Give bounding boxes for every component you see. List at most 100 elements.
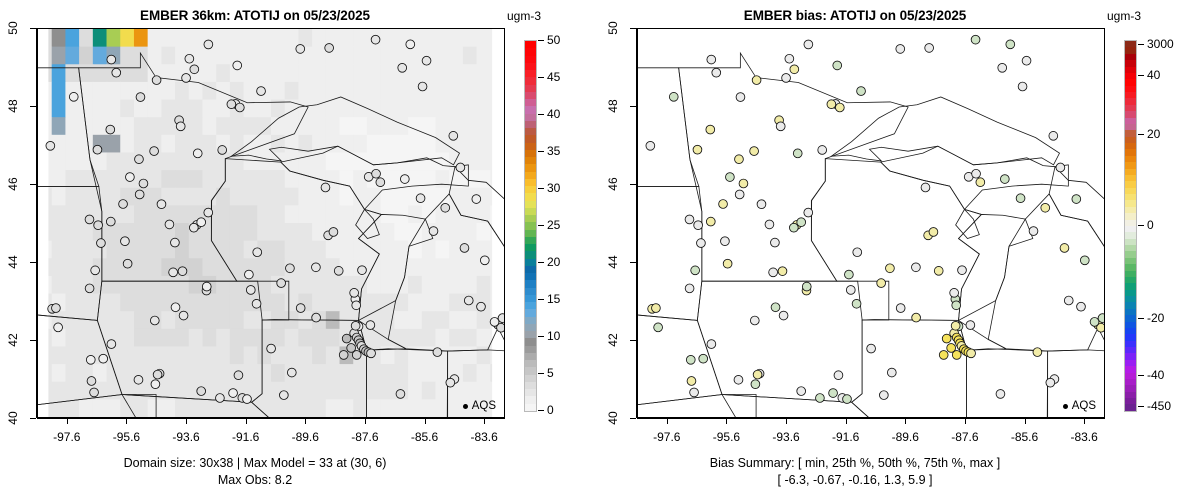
aqs-station-marker[interactable]: [1096, 322, 1104, 333]
aqs-station-marker[interactable]: [134, 154, 144, 165]
aqs-station-marker[interactable]: [328, 227, 339, 237]
aqs-station-marker[interactable]: [770, 237, 780, 248]
aqs-station-marker[interactable]: [815, 393, 825, 403]
aqs-station-marker[interactable]: [405, 39, 416, 50]
aqs-station-marker[interactable]: [370, 34, 381, 45]
aqs-station-marker[interactable]: [645, 140, 656, 151]
aqs-station-marker[interactable]: [151, 75, 162, 85]
aqs-station-marker[interactable]: [365, 320, 376, 330]
aqs-station-marker[interactable]: [949, 288, 959, 298]
aqs-station-marker[interactable]: [244, 269, 254, 280]
aqs-station-marker[interactable]: [295, 303, 306, 313]
aqs-station-marker[interactable]: [835, 102, 845, 113]
aqs-station-marker[interactable]: [885, 263, 895, 274]
aqs-station-marker[interactable]: [120, 236, 130, 247]
aqs-station-marker[interactable]: [1045, 377, 1056, 388]
aqs-station-marker[interactable]: [189, 64, 200, 75]
aqs-station-marker[interactable]: [496, 322, 504, 333]
aqs-station-marker[interactable]: [149, 146, 159, 156]
aqs-station-marker[interactable]: [324, 43, 334, 53]
aqs-station-marker[interactable]: [1000, 174, 1010, 184]
aqs-station-marker[interactable]: [440, 202, 451, 213]
aqs-station-marker[interactable]: [1032, 347, 1043, 357]
aqs-station-marker[interactable]: [201, 281, 212, 292]
aqs-station-marker[interactable]: [725, 172, 735, 182]
aqs-station-marker[interactable]: [311, 262, 321, 273]
aqs-station-marker[interactable]: [252, 247, 263, 258]
aqs-station-marker[interactable]: [366, 348, 376, 359]
aqs-station-marker[interactable]: [668, 92, 679, 102]
aqs-station-marker[interactable]: [497, 313, 504, 323]
aqs-station-marker[interactable]: [150, 379, 161, 389]
aqs-station-marker[interactable]: [232, 60, 243, 71]
aqs-station-marker[interactable]: [341, 333, 352, 344]
aqs-station-marker[interactable]: [400, 174, 410, 184]
aqs-station-marker[interactable]: [445, 377, 456, 388]
aqs-station-marker[interactable]: [933, 266, 944, 276]
aqs-station-marker[interactable]: [287, 367, 297, 378]
aqs-station-marker[interactable]: [781, 73, 791, 83]
aqs-station-marker[interactable]: [1097, 313, 1104, 323]
aqs-station-marker[interactable]: [351, 350, 362, 360]
aqs-station-marker[interactable]: [946, 343, 956, 353]
aqs-station-marker[interactable]: [684, 214, 695, 225]
aqs-station-marker[interactable]: [134, 189, 145, 200]
aqs-station-marker[interactable]: [817, 145, 828, 155]
aqs-station-marker[interactable]: [684, 283, 695, 294]
aqs-station-marker[interactable]: [965, 320, 976, 330]
aqs-station-marker[interactable]: [138, 178, 149, 189]
aqs-station-marker[interactable]: [295, 44, 306, 54]
aqs-station-marker[interactable]: [228, 388, 238, 398]
aqs-station-marker[interactable]: [68, 92, 79, 102]
aqs-station-marker[interactable]: [706, 339, 717, 349]
aqs-station-marker[interactable]: [957, 265, 967, 275]
aqs-station-marker[interactable]: [924, 43, 934, 53]
aqs-station-marker[interactable]: [690, 265, 700, 276]
aqs-station-marker[interactable]: [770, 302, 781, 313]
aqs-station-marker[interactable]: [879, 390, 889, 400]
aqs-station-marker[interactable]: [720, 236, 730, 247]
aqs-station-marker[interactable]: [455, 162, 466, 173]
aqs-station-marker[interactable]: [395, 389, 406, 399]
aqs-station-marker[interactable]: [1048, 131, 1059, 141]
aqs-station-marker[interactable]: [53, 322, 63, 333]
aqs-station-marker[interactable]: [156, 199, 167, 209]
aqs-station-marker[interactable]: [1021, 55, 1032, 66]
aqs-station-marker[interactable]: [866, 343, 876, 354]
aqs-station-marker[interactable]: [764, 219, 775, 230]
aqs-station-marker[interactable]: [733, 374, 744, 385]
aqs-station-marker[interactable]: [971, 168, 981, 179]
aqs-station-marker[interactable]: [122, 258, 133, 269]
aqs-station-marker[interactable]: [833, 370, 844, 381]
aqs-station-marker[interactable]: [351, 300, 362, 311]
aqs-station-marker[interactable]: [711, 67, 722, 78]
aqs-station-marker[interactable]: [266, 343, 276, 354]
aqs-station-marker[interactable]: [722, 258, 733, 269]
aqs-station-marker[interactable]: [170, 302, 181, 313]
aqs-station-marker[interactable]: [135, 92, 146, 102]
aqs-station-marker[interactable]: [975, 177, 986, 188]
aqs-station-marker[interactable]: [85, 354, 96, 365]
aqs-station-marker[interactable]: [789, 222, 799, 233]
aqs-station-marker[interactable]: [1071, 194, 1082, 204]
aqs-station-marker[interactable]: [86, 376, 97, 386]
aqs-station-marker[interactable]: [106, 339, 117, 349]
aqs-station-marker[interactable]: [105, 124, 116, 135]
aqs-station-marker[interactable]: [698, 353, 709, 364]
aqs-station-marker[interactable]: [203, 39, 214, 50]
aqs-station-marker[interactable]: [738, 178, 749, 189]
aqs-station-marker[interactable]: [92, 144, 103, 155]
aqs-station-marker[interactable]: [479, 255, 490, 266]
aqs-station-marker[interactable]: [333, 266, 344, 276]
aqs-station-marker[interactable]: [750, 379, 761, 389]
aqs-station-marker[interactable]: [164, 219, 175, 230]
aqs-station-marker[interactable]: [215, 393, 225, 403]
aqs-station-marker[interactable]: [1055, 162, 1066, 173]
aqs-station-marker[interactable]: [421, 55, 432, 66]
aqs-station-marker[interactable]: [928, 227, 939, 237]
aqs-station-marker[interactable]: [775, 121, 786, 132]
aqs-station-marker[interactable]: [876, 278, 886, 288]
aqs-station-marker[interactable]: [851, 298, 862, 309]
aqs-station-marker[interactable]: [705, 124, 716, 135]
aqs-station-marker[interactable]: [1063, 295, 1074, 306]
